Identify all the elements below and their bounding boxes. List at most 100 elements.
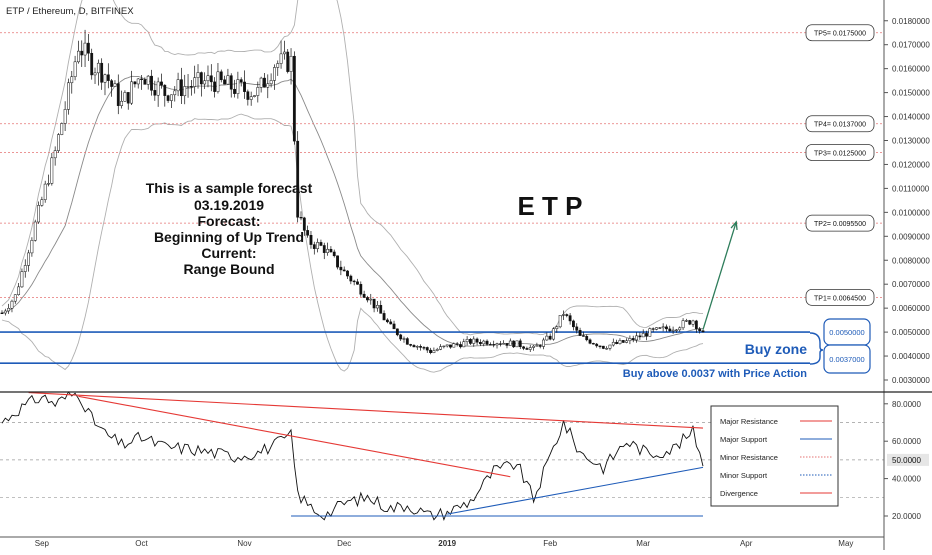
candle-body <box>193 77 197 87</box>
forecast-note-line: 03.19.2019 <box>194 197 264 213</box>
candle-body <box>369 298 373 301</box>
candle-body <box>442 345 446 348</box>
zone-lower-label: 0.0037000 <box>829 355 864 364</box>
candle-body <box>342 269 346 272</box>
candle-body <box>665 326 668 330</box>
candle-body <box>535 345 539 347</box>
candle-body <box>562 314 565 316</box>
candle-body <box>309 235 313 245</box>
candle-body <box>675 329 678 331</box>
legend-items: Major Resistance Major Support Minor Resis… <box>720 417 832 498</box>
candle-body <box>502 343 506 345</box>
zone-bracket <box>809 332 824 365</box>
candle-body <box>226 75 230 85</box>
candle-body <box>253 95 256 97</box>
candle-body <box>33 221 37 241</box>
candle-body <box>505 343 509 346</box>
x-tick-label: Nov <box>237 539 251 548</box>
candle-body <box>621 340 625 343</box>
candle-body <box>498 343 502 345</box>
candle-body <box>150 75 153 91</box>
x-tick-label: Oct <box>135 539 148 548</box>
candle-body <box>126 92 130 104</box>
candle-body <box>555 326 559 329</box>
candle-body <box>160 81 163 86</box>
candle-body <box>591 343 595 345</box>
rsi-current-label: 50.0000 <box>892 456 921 465</box>
y-tick-label: 0.0110000 <box>892 184 930 193</box>
legend: Major Resistance Major Support Minor Resis… <box>710 405 839 507</box>
candle-body <box>425 347 429 351</box>
rsi-trendline-divergence <box>78 395 511 478</box>
legend-label: Major Resistance <box>720 417 778 426</box>
bollinger-upper <box>1 0 704 336</box>
forecast-note-line: Beginning of Up Trend <box>154 229 304 245</box>
candle-body <box>7 308 11 312</box>
candle-body <box>611 341 615 346</box>
candle-body <box>263 77 266 88</box>
candle-body <box>329 248 333 253</box>
candle-body <box>445 344 449 347</box>
candle-body <box>322 245 326 253</box>
candle-body <box>581 335 585 337</box>
candle-body <box>412 345 416 348</box>
candle-body <box>73 61 77 77</box>
y-tick-label: 0.0190000 <box>892 0 930 2</box>
rsi-tick-label: 40.0000 <box>892 475 921 484</box>
projection-line <box>702 221 737 330</box>
candle-body <box>439 346 442 350</box>
candle-body <box>312 244 316 249</box>
candle-body <box>196 72 200 78</box>
candle-body <box>40 199 44 206</box>
candle-body <box>399 334 403 340</box>
candle-body <box>515 340 519 348</box>
candle-body <box>209 75 213 83</box>
candle-body <box>236 79 240 94</box>
candle-body <box>694 320 698 329</box>
candle-body <box>170 94 173 101</box>
buy-zone-label: Buy zone <box>745 341 807 357</box>
candle-body <box>83 42 87 56</box>
candle-body <box>266 83 270 88</box>
level-label-TP5: TP5= 0.0175000 <box>814 31 866 38</box>
candle-body <box>684 320 688 322</box>
candle-body <box>595 343 599 347</box>
candle-body <box>50 157 54 184</box>
candle-body <box>279 53 283 64</box>
candle-body <box>395 328 399 336</box>
y-tick-label: 0.0090000 <box>892 232 930 241</box>
rsi-line <box>1 391 704 521</box>
candle-body <box>289 55 293 72</box>
candle-body <box>492 344 496 346</box>
candle-body <box>528 347 532 350</box>
candle-body <box>130 81 133 104</box>
x-tick-label: Dec <box>337 539 351 548</box>
candle-body <box>648 328 652 337</box>
candle-body <box>488 344 492 346</box>
candle-body <box>113 83 117 87</box>
rsi-panel <box>0 391 884 521</box>
rsi-current-badge <box>887 453 929 466</box>
y-tick-label: 0.0100000 <box>892 208 930 217</box>
candle-body <box>635 335 638 341</box>
rsi-trendline-support <box>447 466 704 515</box>
candle-body <box>116 83 120 106</box>
candle-body <box>459 344 462 348</box>
candle-body <box>668 328 672 332</box>
candle-body <box>392 323 396 330</box>
candle-body <box>292 55 296 142</box>
candle-body <box>156 81 160 96</box>
candle-body <box>462 341 466 348</box>
candle-body <box>678 327 682 331</box>
candle-body <box>432 350 436 353</box>
candle-body <box>625 340 628 343</box>
candle-body <box>508 340 512 346</box>
chart-title: ETP / Ethereum, D, BITFINEX <box>6 6 134 17</box>
candle-body <box>86 42 90 54</box>
candle-body <box>631 338 635 341</box>
candle-body <box>90 52 94 76</box>
candle-body <box>146 75 150 85</box>
level-badge-TP3 <box>805 144 875 161</box>
candle-body <box>552 328 555 340</box>
